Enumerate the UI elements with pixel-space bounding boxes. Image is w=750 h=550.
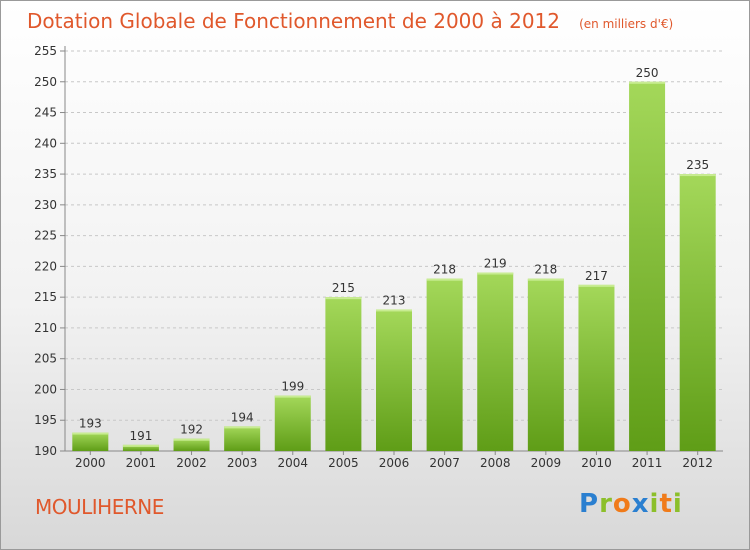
bar-top-highlight [629, 81, 666, 84]
labels: 190 195 200 205 210 215 220 225 230 235 240 245 250 2… [34, 44, 713, 470]
bar-top-highlight [122, 444, 159, 447]
bar-2008 [477, 272, 514, 451]
y-tick-label: 215 [34, 290, 57, 304]
unit-text: (en milliers d'€) [579, 17, 674, 31]
x-tick-label-2011: 2011 [632, 456, 663, 470]
x-tick-label-2002: 2002 [176, 456, 207, 470]
x-tick-label-2010: 2010 [581, 456, 612, 470]
value-label-2002: 192 [180, 423, 203, 437]
y-tick-label: 235 [34, 167, 57, 181]
chart-title: Dotation Globale de Fonctionnement de 20… [27, 9, 673, 33]
bar-top-highlight [274, 395, 311, 398]
y-tick-label: 230 [34, 198, 57, 212]
title-text: Dotation Globale de Fonctionnement de 20… [27, 9, 560, 33]
x-tick-label-2005: 2005 [328, 456, 359, 470]
bar-top-highlight [527, 278, 564, 281]
bar-2009 [527, 278, 564, 451]
bar-top-highlight [325, 297, 362, 300]
value-label-2010: 217 [585, 269, 608, 283]
value-label-2011: 250 [636, 66, 659, 80]
y-tick-label: 240 [34, 136, 57, 150]
value-label-2012: 235 [686, 158, 709, 172]
value-label-2000: 193 [79, 417, 102, 431]
x-tick-label-2001: 2001 [126, 456, 157, 470]
x-tick-label-2004: 2004 [277, 456, 308, 470]
value-label-2006: 213 [383, 293, 406, 307]
bar-top-highlight [224, 426, 261, 429]
x-tick-label-2000: 2000 [75, 456, 106, 470]
value-label-2007: 218 [433, 263, 456, 277]
y-tick-label: 255 [34, 44, 57, 58]
x-tick-label-2009: 2009 [531, 456, 562, 470]
y-tick-label: 245 [34, 106, 57, 120]
x-tick-label-2007: 2007 [429, 456, 460, 470]
commune-name: MOULIHERNE [35, 495, 164, 519]
bar-top-highlight [376, 309, 412, 312]
value-label-2003: 194 [231, 410, 254, 424]
bar-2010 [578, 284, 615, 451]
y-tick-label: 195 [34, 413, 57, 427]
value-label-2009: 218 [534, 263, 557, 277]
bars [72, 81, 716, 452]
value-label-2004: 199 [281, 380, 304, 394]
value-label-2001: 191 [129, 429, 152, 443]
bar-top-highlight [72, 432, 109, 435]
bar-top-highlight [679, 174, 716, 177]
bar-2011 [629, 81, 666, 452]
y-tick-label: 200 [34, 382, 57, 396]
bar-2000 [72, 432, 109, 451]
bar-2005 [325, 297, 362, 451]
x-tick-label-2006: 2006 [379, 456, 410, 470]
bar-2002 [173, 438, 210, 451]
y-tick-label: 190 [34, 444, 57, 458]
bar-2003 [224, 426, 261, 451]
y-tick-label: 225 [34, 229, 57, 243]
y-tick-label: 220 [34, 259, 57, 273]
bar-top-highlight [426, 278, 463, 281]
x-tick-label-2008: 2008 [480, 456, 511, 470]
y-tick-label: 250 [34, 75, 57, 89]
y-tick-label: 205 [34, 352, 57, 366]
proxiti-logo: Proxiti [579, 489, 683, 519]
bar-2001 [122, 444, 159, 451]
value-label-2005: 215 [332, 281, 355, 295]
bar-2004 [274, 395, 311, 451]
bar-2006 [376, 309, 412, 451]
bar-top-highlight [477, 272, 514, 275]
bar-2012 [679, 174, 716, 452]
x-tick-label-2003: 2003 [227, 456, 258, 470]
bar-2007 [426, 278, 463, 451]
bar-top-highlight [578, 284, 615, 287]
bar-top-highlight [173, 438, 210, 441]
x-tick-label-2012: 2012 [682, 456, 713, 470]
value-label-2008: 219 [484, 257, 507, 271]
y-tick-label: 210 [34, 321, 57, 335]
